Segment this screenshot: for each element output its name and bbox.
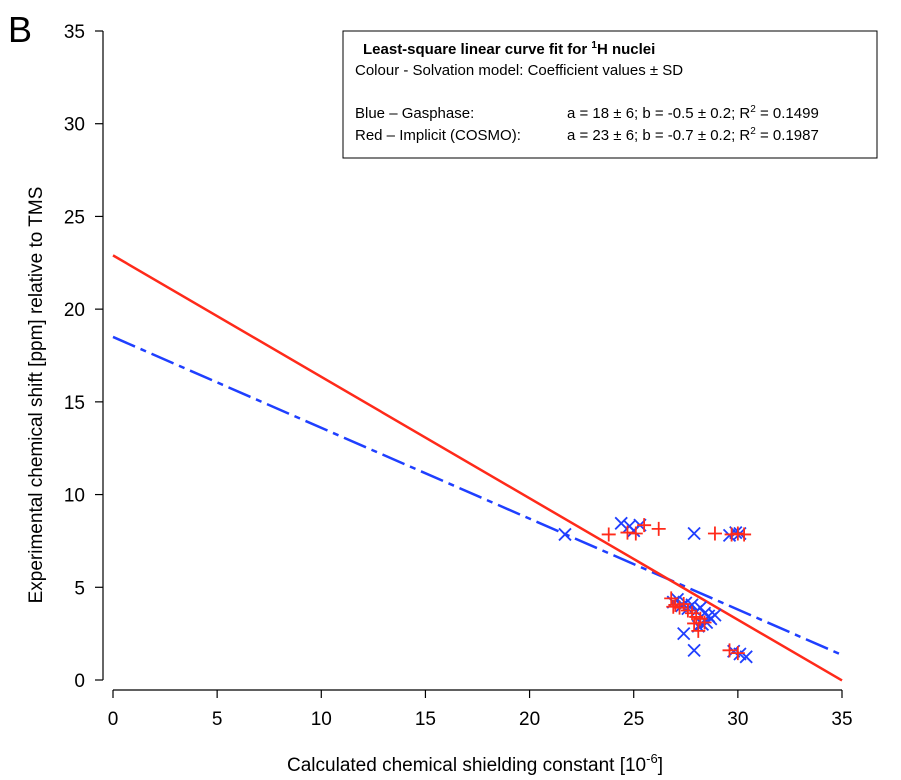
y-tick-label: 20 [64,300,85,321]
x-axis-title: Calculated chemical shielding constant [… [287,751,663,776]
legend-entry-red-stats-suffix: = 0.1987 [756,127,819,144]
y-axis-title: Experimental chemical shift [ppm] relati… [26,187,47,604]
y-tick-label: 15 [64,393,85,414]
data-point-cosmo [666,599,681,614]
data-point-cosmo [707,526,722,541]
data-point-cosmo [601,527,616,542]
x-axis-title-main: Calculated chemical shielding constant [… [287,755,646,776]
y-tick-label: 5 [74,578,85,599]
data-point-gasphase [687,643,701,657]
data-point-cosmo [628,526,643,541]
legend-title-main: Least-square linear curve fit for [363,41,591,58]
legend-entry-blue-stats-main: a = 18 ± 6; b = -0.5 ± 0.2; R [567,105,750,122]
data-point-cosmo [637,518,652,533]
x-tick-label: 5 [212,709,223,730]
data-point-gasphase [614,516,628,530]
x-tick-label: 35 [831,709,852,730]
data-point-cosmo [737,527,752,542]
y-tick-label: 30 [64,115,85,136]
fit-line-cosmo [112,254,843,682]
legend-title-superscript: 1 [591,40,597,51]
legend-title-suffix: H nuclei [597,41,655,58]
legend-entry-blue-stats-superscript: 2 [750,104,756,115]
x-tick-label: 10 [311,709,332,730]
data-point-cosmo [730,646,745,661]
data-point-cosmo [691,623,706,638]
data-point-cosmo [651,521,666,536]
data-point-cosmo [687,616,702,631]
legend-entry-red-stats-superscript: 2 [750,126,756,137]
data-point-gasphase [687,526,701,541]
x-tick-label: 25 [623,709,644,730]
data-point-cosmo [697,615,712,630]
x-tick-label: 30 [727,709,748,730]
x-tick-label: 0 [108,709,119,730]
y-tick-label: 10 [64,486,85,507]
tick-group: 0 5 10 15 20 25 30 35 0 5 10 15 20 25 30 35 [64,22,853,730]
legend-subtitle: Colour - Solvation model: Coefficient va… [355,62,683,79]
data-point-cosmo [724,527,739,542]
fit-lines [112,254,843,682]
data-point-gasphase [677,627,691,641]
x-tick-label: 15 [415,709,436,730]
x-axis-title-suffix: ] [658,755,663,776]
x-tick-label: 20 [519,709,540,730]
axes [102,31,842,691]
legend: Least-square linear curve fit for 1H nuc… [342,30,878,159]
x-axis-title-superscript: -6 [646,751,658,766]
legend-box [342,30,878,159]
fit-line-gasphase [112,335,843,657]
data-point-cosmo [730,526,745,541]
legend-entry-blue-label: Blue – Gasphase: [355,105,474,122]
legend-entry-blue-stats: a = 18 ± 6; b = -0.5 ± 0.2; R2 = 0.1499 [567,104,819,122]
data-point-gasphase [558,527,572,542]
panel-letter: B [8,9,32,50]
legend-entry-red-label: Red – Implicit (COSMO): [355,127,521,144]
legend-entry-red-stats-main: a = 23 ± 6; b = -0.7 ± 0.2; R [567,127,750,144]
data-point-cosmo [722,643,737,658]
y-tick-label: 25 [64,207,85,228]
y-tick-label: 0 [74,671,85,692]
legend-entry-blue-stats-suffix: = 0.1499 [756,105,819,122]
legend-title: Least-square linear curve fit for 1H nuc… [363,40,655,58]
data-point-cosmo [620,525,635,540]
data-points [558,516,753,664]
y-tick-label: 35 [64,22,85,43]
legend-entry-red-stats: a = 23 ± 6; b = -0.7 ± 0.2; R2 = 0.1987 [567,126,819,144]
